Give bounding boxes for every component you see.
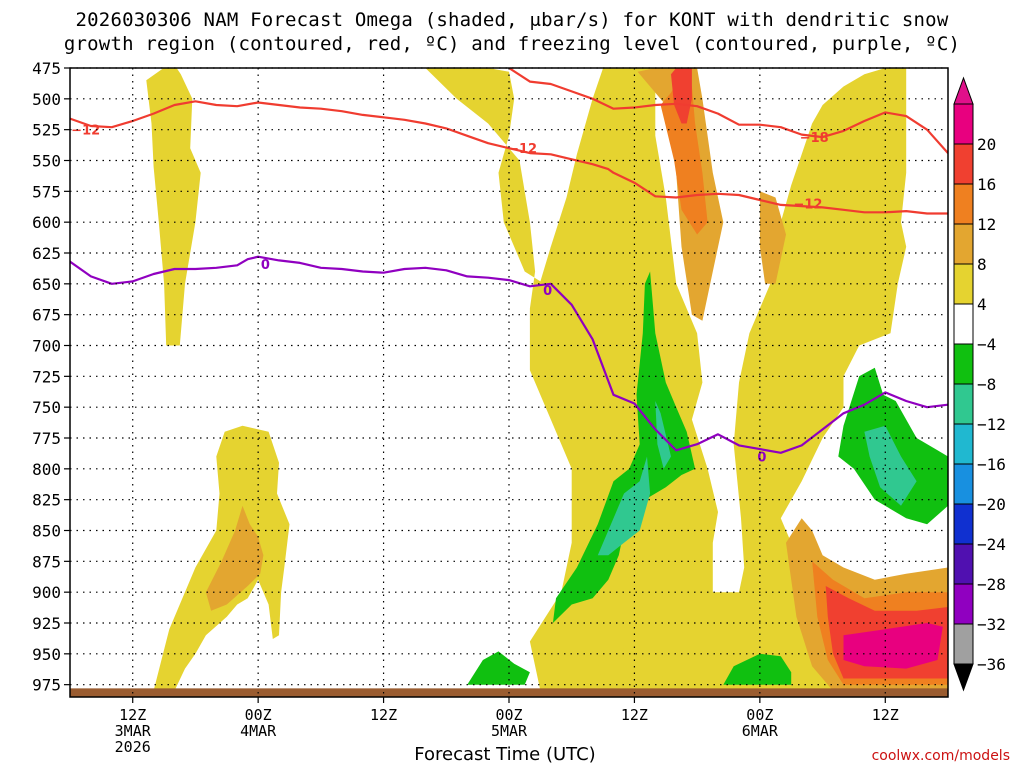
y-tick-label: 975 (32, 676, 61, 695)
contour-label-3-1: 0 (261, 258, 270, 273)
x-tick-label: 12Z (872, 706, 899, 724)
colorbar-label: −32 (977, 615, 1006, 634)
colorbar-label: −20 (977, 495, 1006, 514)
y-axis: 475 500 525 550 575 600 625 650 675 700 725 750 775 8… (32, 59, 70, 695)
omega-region-13 (597, 592, 671, 685)
y-tick-label: 625 (32, 244, 61, 263)
colorbar-swatch (953, 543, 974, 585)
omega-region-1 (425, 68, 907, 691)
colorbar-label: 12 (977, 215, 996, 234)
y-tick-label: 575 (32, 182, 61, 201)
x-tick-label: 00Z (746, 706, 773, 724)
x-tick-label: 12Z (119, 706, 146, 724)
contour-line-3 (70, 255, 948, 454)
colorbar-top-triangle (953, 76, 974, 105)
colorbar-swatch (953, 503, 974, 545)
colorbar-label: −12 (977, 415, 1006, 434)
omega-region-18 (467, 651, 530, 685)
colorbar-swatch (953, 183, 974, 225)
colorbar-swatch (953, 343, 974, 385)
contour-label-3-2: 0 (543, 284, 552, 299)
colorbar-swatch (953, 463, 974, 505)
omega-shading (146, 68, 948, 691)
dotted-grid (70, 67, 948, 697)
contour-line-2 (508, 68, 948, 154)
y-tick-label: 725 (32, 367, 61, 386)
contour-lines (70, 68, 948, 454)
omega-region-4 (205, 505, 264, 611)
y-tick-label: 750 (32, 398, 61, 417)
contour-label-1-2: −12 (508, 142, 537, 157)
y-tick-label: 650 (32, 275, 61, 294)
omega-region-21 (864, 425, 917, 506)
colorbar-label: 16 (977, 175, 996, 194)
x-tick-label: 00Z (495, 706, 522, 724)
x-tick-label: 3MAR (115, 722, 152, 740)
y-tick-label: 950 (32, 645, 61, 664)
colorbar: 20 16 12 8 4 −4 −8 −12 −16 −20 −24 −28 −32 −36 (953, 76, 1006, 692)
omega-region-17 (655, 401, 671, 469)
y-tick-label: 500 (32, 90, 61, 109)
omega-region-7 (671, 68, 692, 124)
contour-line-1 (70, 100, 948, 215)
y-tick-label: 875 (32, 552, 61, 571)
x-tick-label: 00Z (245, 706, 272, 724)
colorbar-label: −36 (977, 655, 1006, 674)
colorbar-label: 8 (977, 255, 987, 274)
colorbar-swatch (953, 423, 974, 465)
x-tick-label: 12Z (370, 706, 397, 724)
colorbar-label: −28 (977, 575, 1006, 594)
colorbar-swatch (953, 623, 974, 665)
contour-labels: −12 −12 −12 −18 0 0 0 (71, 124, 829, 466)
contour-label-1-1: −12 (71, 124, 100, 139)
chart-title-line1: 2026030306 NAM Forecast Omega (shaded, μ… (75, 9, 949, 31)
colorbar-swatch (953, 383, 974, 425)
y-tick-label: 550 (32, 152, 61, 171)
y-tick-label: 825 (32, 491, 61, 510)
colorbar-label: −8 (977, 375, 996, 394)
y-tick-label: 475 (32, 59, 61, 78)
x-tick-label: 12Z (621, 706, 648, 724)
colorbar-swatch (953, 223, 974, 265)
chart-title-line2: growth region (contoured, red, ºC) and f… (63, 33, 961, 55)
y-tick-label: 700 (32, 337, 61, 356)
colorbar-label: −24 (977, 535, 1006, 554)
y-tick-label: 775 (32, 429, 61, 448)
colorbar-swatch (953, 263, 974, 305)
omega-region-15 (552, 271, 696, 623)
colorbar-swatch (953, 143, 974, 185)
credit-text: coolwx.com/models (871, 748, 1010, 764)
colorbar-label: −4 (977, 335, 996, 354)
colorbar-swatch (953, 583, 974, 625)
y-tick-label: 900 (32, 583, 61, 602)
colorbar-swatch (953, 303, 974, 345)
omega-region-3 (153, 425, 290, 691)
x-tick-label: 6MAR (742, 722, 779, 740)
colorbar-label: 20 (977, 135, 996, 154)
y-tick-label: 800 (32, 460, 61, 479)
colorbar-label: −16 (977, 455, 1006, 474)
y-tick-label: 525 (32, 121, 61, 140)
x-tick-label: 2026 (115, 738, 151, 756)
omega-region-2 (146, 68, 201, 346)
colorbar-label: 4 (977, 295, 987, 314)
y-tick-label: 850 (32, 522, 61, 541)
colorbar-swatch (953, 103, 974, 145)
omega-region-8 (759, 191, 786, 284)
contour-label-2-1: −18 (800, 131, 829, 146)
x-axis-title: Forecast Time (UTC) (414, 744, 596, 765)
x-tick-label: 4MAR (240, 722, 277, 740)
y-tick-label: 925 (32, 614, 61, 633)
x-tick-label: 5MAR (491, 722, 528, 740)
y-tick-label: 675 (32, 306, 61, 325)
contour-label-3-3: 0 (757, 451, 766, 466)
colorbar-bottom-triangle (953, 663, 974, 692)
y-tick-label: 600 (32, 213, 61, 232)
contour-label-1-3: −12 (793, 198, 822, 213)
omega-region-12 (843, 623, 943, 669)
omega-region-19 (723, 653, 792, 685)
